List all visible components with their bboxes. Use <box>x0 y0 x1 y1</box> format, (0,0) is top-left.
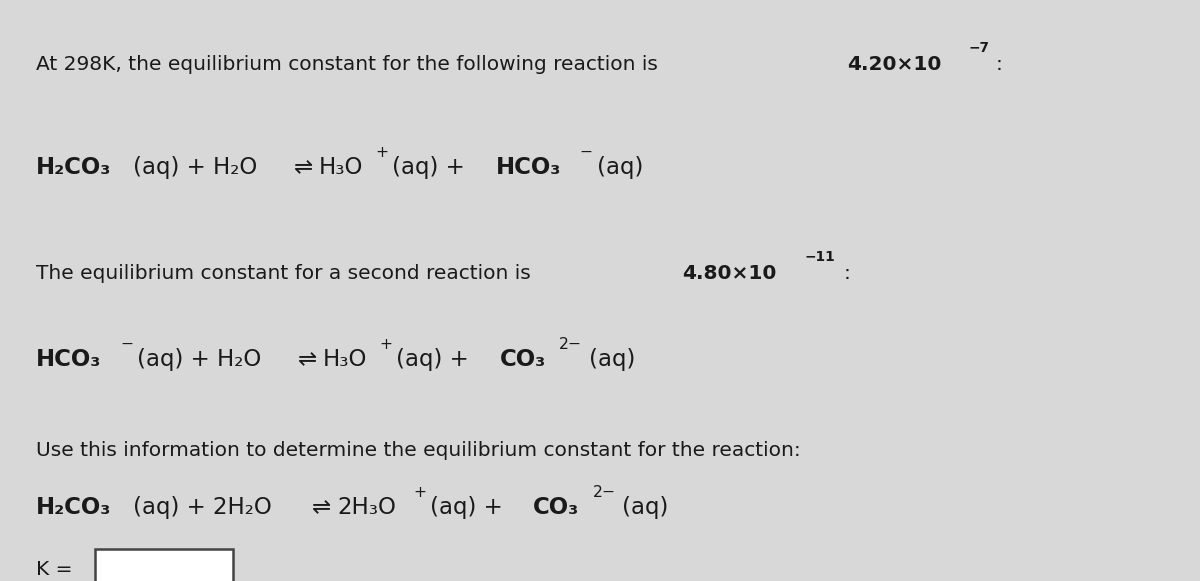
Text: HCO₃: HCO₃ <box>36 348 101 371</box>
Text: HCO₃: HCO₃ <box>496 156 560 180</box>
Text: Use this information to determine the equilibrium constant for the reaction:: Use this information to determine the eq… <box>36 441 800 460</box>
Text: (aq) + H₂O: (aq) + H₂O <box>133 156 258 180</box>
Text: H₂CO₃: H₂CO₃ <box>36 156 112 180</box>
Text: At 298K, the equilibrium constant for the following reaction is: At 298K, the equilibrium constant for th… <box>36 55 665 74</box>
Text: ⇌: ⇌ <box>312 496 331 519</box>
Text: (aq) +: (aq) + <box>430 496 510 519</box>
FancyBboxPatch shape <box>95 549 233 581</box>
Text: The equilibrium constant for a second reaction is: The equilibrium constant for a second re… <box>36 264 538 283</box>
Text: CO₃: CO₃ <box>533 496 580 519</box>
Text: ⇌: ⇌ <box>294 156 313 180</box>
Text: −: − <box>120 336 133 352</box>
Text: CO₃: CO₃ <box>499 348 546 371</box>
Text: 2−: 2− <box>593 485 616 500</box>
Text: H₃O: H₃O <box>318 156 362 180</box>
Text: −7: −7 <box>968 41 990 55</box>
Text: 2−: 2− <box>559 336 582 352</box>
Text: ⇌: ⇌ <box>298 348 317 371</box>
Text: (aq) + 2H₂O: (aq) + 2H₂O <box>133 496 272 519</box>
Text: −: − <box>580 145 593 160</box>
Text: :: : <box>844 264 851 283</box>
Text: 2H₃O: 2H₃O <box>337 496 396 519</box>
Text: 4.20×10: 4.20×10 <box>847 55 941 74</box>
Text: (aq): (aq) <box>623 496 668 519</box>
Text: (aq) +: (aq) + <box>396 348 476 371</box>
Text: +: + <box>413 485 426 500</box>
Text: H₃O: H₃O <box>323 348 367 371</box>
Text: H₂CO₃: H₂CO₃ <box>36 496 112 519</box>
Text: :: : <box>996 55 1002 74</box>
Text: (aq) + H₂O: (aq) + H₂O <box>137 348 262 371</box>
Text: 4.80×10: 4.80×10 <box>683 264 776 283</box>
Text: (aq): (aq) <box>589 348 636 371</box>
Text: +: + <box>376 145 389 160</box>
Text: −11: −11 <box>804 250 835 264</box>
Text: +: + <box>379 336 392 352</box>
Text: (aq): (aq) <box>596 156 643 180</box>
Text: K =: K = <box>36 560 72 579</box>
Text: (aq) +: (aq) + <box>392 156 473 180</box>
